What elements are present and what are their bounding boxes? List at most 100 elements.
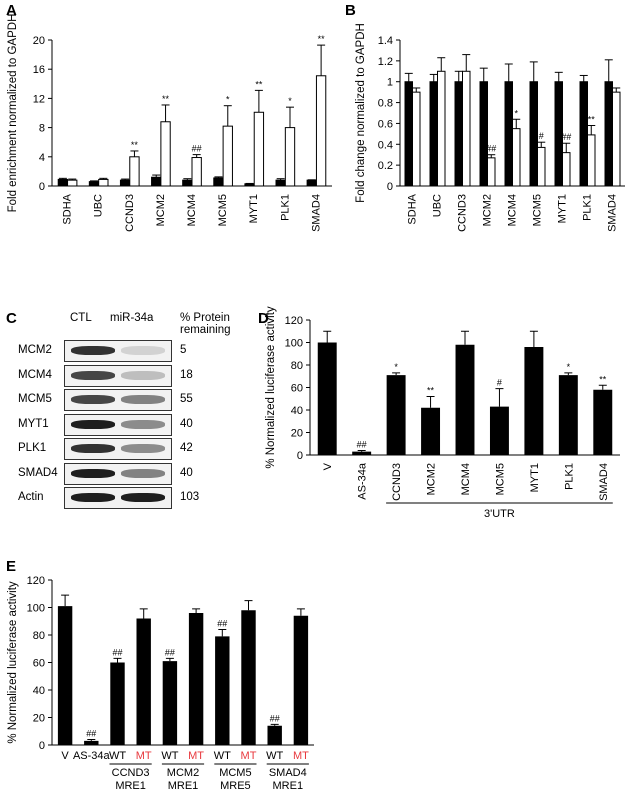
panel-a-bar <box>306 179 317 187</box>
panel-e-y-tick-label: 80 <box>33 630 45 642</box>
panel-b-category-label: UBC <box>432 194 444 217</box>
panel-e-bar-label: MT <box>241 750 257 762</box>
panel-d-category-label: AS-34a <box>357 462 369 500</box>
panel-b-y-tick-label: 0.2 <box>378 160 393 172</box>
blot-pct-remaining: 18 <box>180 368 193 381</box>
panel-d-category-label: PLK1 <box>563 463 575 490</box>
panel-a-bar <box>151 176 162 187</box>
panel-d-utr-label: 3'UTR <box>484 508 515 520</box>
panel-e-group-label: CCND3 <box>112 767 150 779</box>
panel-e-bars: V ## AS-34a ## WT MT ## WT MT ## WT MT ## WT MT <box>57 594 309 762</box>
panel-e-bar <box>215 636 230 745</box>
blot-pct-remaining: 40 <box>180 466 193 479</box>
panel-e-group-label: SMAD4 <box>269 767 307 779</box>
blot-strip <box>64 389 172 411</box>
blot-band-ctl <box>71 395 115 404</box>
panel-b-bar <box>604 81 613 187</box>
panel-e-group-label: MCM5 <box>219 767 251 779</box>
panel-e-bar-label: WT <box>266 750 283 762</box>
panel-a-category-label: MYT1 <box>248 194 260 223</box>
panel-b-bar <box>562 152 571 187</box>
blot-protein-label: SMAD4 <box>18 466 58 479</box>
panel-b-bar <box>587 134 596 187</box>
panel-b-bar <box>412 91 421 187</box>
panel-a-category-label: CCND3 <box>124 194 136 232</box>
panel-e-y-tick-label: 60 <box>33 658 45 670</box>
panel-a-y-tick-label: 4 <box>39 152 45 164</box>
panel-b-y-tick-label: 1.2 <box>378 56 393 68</box>
panel-e-group-label: MRE1 <box>168 780 199 792</box>
panel-a-significance-label: ** <box>131 140 139 150</box>
panel-b-category-label: MCM4 <box>507 194 519 226</box>
panel-d-significance-label: * <box>567 362 571 372</box>
panel-e-bar-label: MT <box>293 750 309 762</box>
panel-a-y-tick-label: 0 <box>39 181 45 193</box>
panel-a-category-label: PLK1 <box>279 194 291 221</box>
panel-b-bar <box>437 70 446 187</box>
blot-band-ctl <box>71 493 115 502</box>
panel-b-bar <box>504 81 513 187</box>
panel-a-bar <box>275 179 286 187</box>
panel-a-bar <box>160 121 171 187</box>
panel-d-significance-label: * <box>394 362 398 372</box>
panel-b-bars: SDHA UBC CCND3 ## MCM2 * MCM4 # MCM5 ## MYT1 ** PLK1… <box>404 54 621 232</box>
panel-b-bar <box>429 81 438 187</box>
panel-e-significance-label: ## <box>165 647 175 657</box>
panel-e-bar <box>162 661 178 745</box>
panel-b-category-label: PLK1 <box>582 194 594 221</box>
panel-e-y-tick-label: 40 <box>33 685 45 697</box>
panel-e-y-tick-label: 120 <box>27 575 45 587</box>
panel-e-group-label: MCM2 <box>167 767 199 779</box>
panel-a-y-tick-label: 20 <box>33 35 45 47</box>
panel-e-y-tick-label: 20 <box>33 713 45 725</box>
blot-pct-remaining: 5 <box>180 344 187 356</box>
blot-band-ctl <box>71 419 115 429</box>
panel-e-significance-label: ## <box>112 647 122 657</box>
panel-a-category-label: MCM2 <box>155 194 167 226</box>
panel-b-y-tick-label: 0 <box>387 181 393 193</box>
blot-band-ctl <box>71 370 115 380</box>
panel-e-significance-label: ## <box>86 729 96 739</box>
panel-b-bar <box>529 81 538 187</box>
panel-e-significance-label: ## <box>270 713 280 723</box>
panel-e-axes: 0 20 40 60 80 100 120 % Normalized luciferase a… <box>7 575 314 752</box>
blot-band-mir34a <box>121 468 165 478</box>
panel-e-bar <box>293 615 309 745</box>
panel-e-bar-label: WT <box>161 750 178 762</box>
panel-b-y-tick-label: 1 <box>387 77 393 89</box>
panel-a-category-label: MCM4 <box>186 194 198 226</box>
blot-band-mir34a <box>121 493 165 502</box>
panel-label-d: D <box>258 310 269 327</box>
panel-a-bars: SDHA UBC ** CCND3 ** MCM2 ## MCM4 * MCM5 ** MYT1 * PL… <box>57 34 327 232</box>
panel-b-category-label: SDHA <box>407 193 419 224</box>
panel-e-group-label: MRE1 <box>273 780 304 792</box>
panel-e-bar <box>241 610 256 745</box>
panel-b-category-label: MCM2 <box>482 194 494 226</box>
panel-b-significance-label: ## <box>561 132 571 142</box>
panel-e-bar-label: WT <box>109 750 126 762</box>
panel-e-bar <box>267 725 282 745</box>
panel-a-bar <box>67 179 78 187</box>
panel-label-c: C <box>6 310 17 327</box>
panel-a-significance-label: ## <box>192 144 202 154</box>
blot-strip <box>64 487 172 509</box>
panel-a-significance-label: * <box>226 95 230 105</box>
panel-d-y-tick-label: 120 <box>285 315 303 327</box>
panel-d-y-tick-label: 0 <box>297 450 303 462</box>
panel-d-bar <box>421 407 441 455</box>
panel-a-bar <box>98 178 109 187</box>
panel-b-bar <box>462 70 471 187</box>
panel-b-category-label: SMAD4 <box>607 194 619 232</box>
panel-e-bar <box>136 618 151 745</box>
panel-a-y-axis-label: Fold enrichment normalized to GAPDH <box>7 14 19 213</box>
panel-d-category-label: MCM4 <box>460 463 472 495</box>
blot-strip <box>64 413 172 436</box>
blot-strip <box>64 438 172 460</box>
panel-b-bar <box>479 81 488 187</box>
blot-band-ctl <box>71 346 115 355</box>
panel-a-significance-label: ** <box>255 79 263 89</box>
panel-d-bar <box>558 375 578 455</box>
panel-d-significance-label: ** <box>427 386 435 396</box>
panel-e-significance-label: ## <box>217 619 227 629</box>
